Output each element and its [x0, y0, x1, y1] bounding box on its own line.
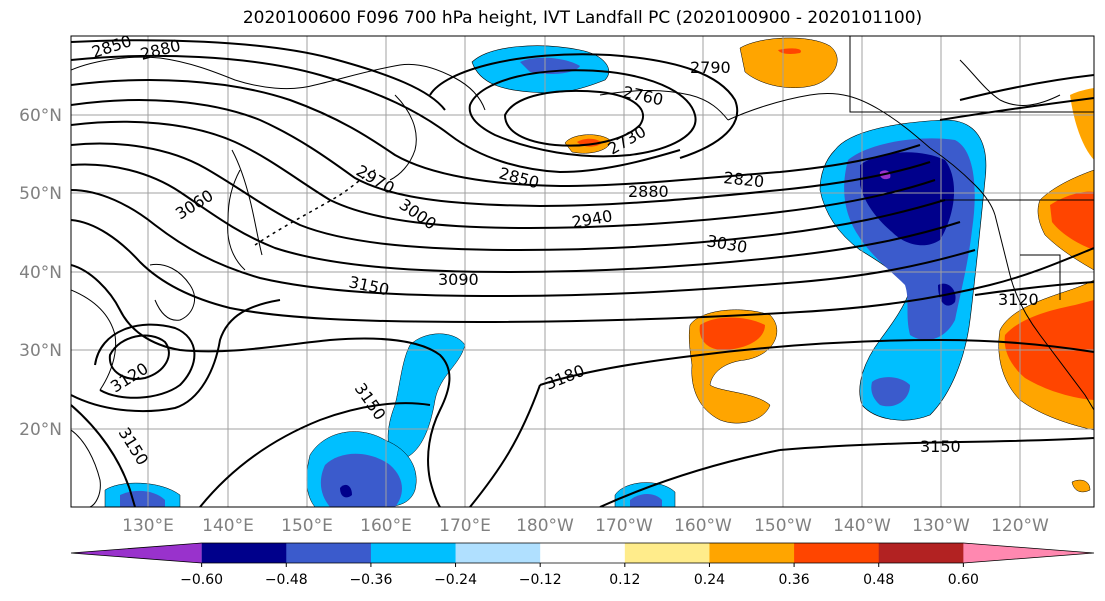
- colorbar-box: [540, 543, 626, 563]
- contour-label: 2880: [628, 182, 669, 201]
- lat-label: 20°N: [19, 420, 62, 440]
- colorbar-extension-min: [71, 543, 202, 563]
- contour-label: 3150: [920, 437, 961, 456]
- colorbar: −0.60 −0.48 −0.36 −0.24 −0.12 0.12 0.24 0.36 0.4…: [70, 542, 1095, 588]
- colorbar-tick-label: −0.48: [265, 572, 308, 588]
- contour-label: 3120: [998, 290, 1039, 309]
- map-frame: [70, 35, 1095, 508]
- colorbar-tick-label: −0.60: [180, 572, 223, 588]
- colorbar-tick-label: −0.36: [349, 572, 392, 588]
- lon-label: 160°E: [360, 516, 412, 536]
- colorbar-box: [370, 543, 457, 563]
- lon-label: 130°W: [912, 516, 970, 536]
- colorbar-box: [624, 543, 710, 563]
- lon-label: 150°E: [281, 516, 333, 536]
- colorbar-tick-label: 0.60: [948, 572, 979, 588]
- colorbar-box: [201, 543, 287, 563]
- map-title: 2020100600 F096 700 hPa height, IVT Land…: [242, 8, 923, 28]
- longitude-labels: 130°E 140°E 150°E 160°E 170°E 180°W 170°…: [122, 516, 1049, 536]
- colorbar-box: [878, 543, 964, 563]
- colorbar-box: [455, 543, 541, 563]
- lon-label: 180°W: [516, 516, 574, 536]
- dashed-track: [254, 169, 376, 246]
- lon-label: 170°E: [439, 516, 491, 536]
- lon-label: 160°W: [674, 516, 732, 536]
- lat-label: 50°N: [19, 184, 62, 204]
- colorbar-tick-label: 0.24: [694, 572, 725, 588]
- lon-label: 130°E: [122, 516, 174, 536]
- lon-label: 140°W: [833, 516, 891, 536]
- colorbar-box: [794, 543, 880, 563]
- height-contours: [71, 39, 1094, 507]
- lon-label: 150°W: [754, 516, 812, 536]
- lon-label: 170°W: [595, 516, 653, 536]
- lat-label: 60°N: [19, 106, 62, 126]
- ivt-shading: [104, 37, 1094, 507]
- lat-label: 40°N: [19, 263, 62, 283]
- colorbar-extension-max: [963, 543, 1094, 563]
- lon-label: 120°W: [991, 516, 1049, 536]
- colorbar-tick-label: −0.24: [434, 572, 477, 588]
- contour-label: 2790: [690, 58, 731, 77]
- lat-label: 30°N: [19, 341, 62, 361]
- colorbar-box: [286, 543, 372, 563]
- colorbar-tick-label: −0.12: [519, 572, 562, 588]
- colorbar-tick-label: 0.48: [863, 572, 894, 588]
- contour-label: 2820: [723, 168, 765, 191]
- contour-label: 3090: [438, 270, 479, 289]
- colorbar-tick-label: 0.12: [609, 572, 640, 588]
- lon-label: 140°E: [202, 516, 254, 536]
- colorbar-tick-label: 0.36: [779, 572, 810, 588]
- latitude-labels: 60°N 50°N 40°N 30°N 20°N: [19, 106, 62, 440]
- colorbar-box: [709, 543, 795, 563]
